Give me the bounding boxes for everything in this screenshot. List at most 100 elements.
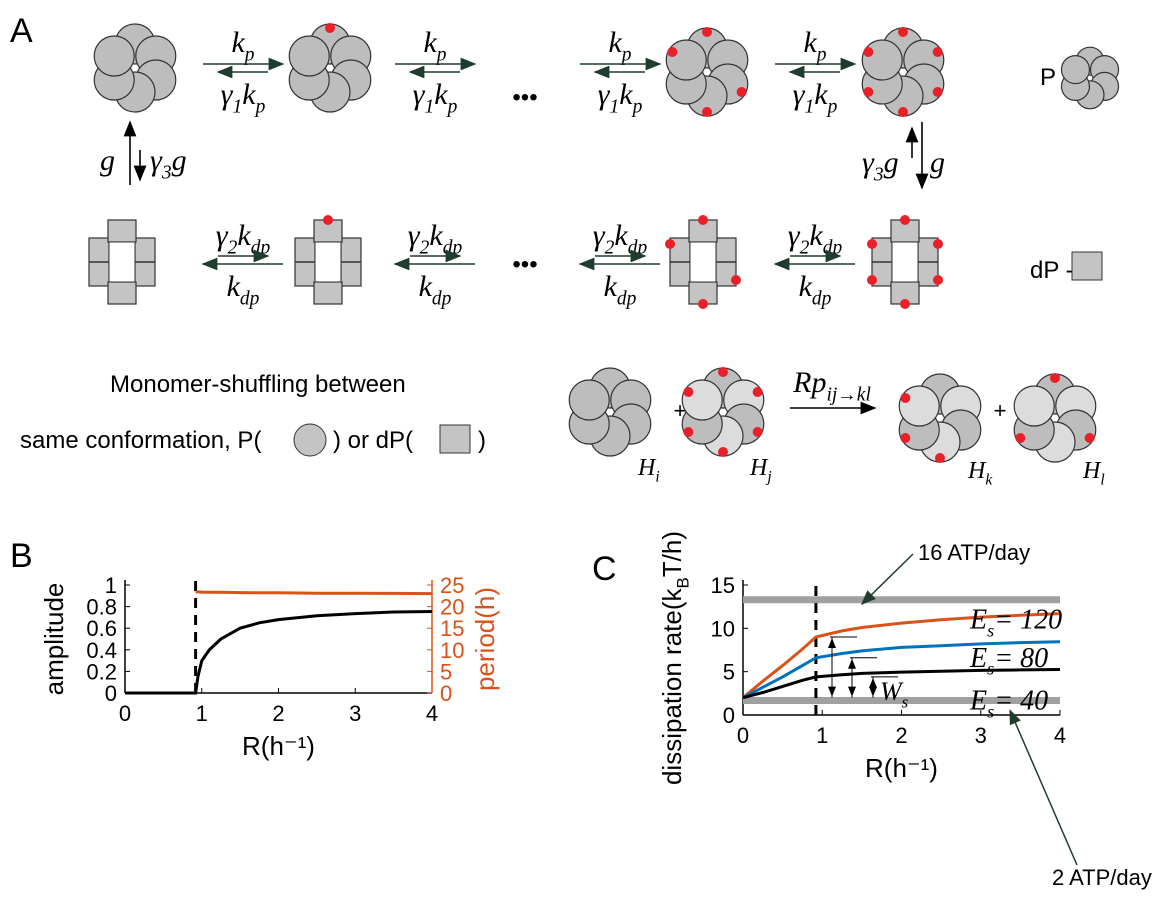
phospho-site [683, 427, 693, 437]
shuffle-text: ) or dP( [333, 427, 413, 454]
phospho-site [933, 87, 943, 97]
label-part: g [884, 146, 899, 179]
phospho-site [863, 87, 873, 97]
panel-label: C [592, 550, 617, 588]
plus: + [994, 398, 1007, 423]
math-label: γ2kdp [788, 219, 843, 258]
label-part: 1 [425, 96, 435, 117]
y2-tick-label: 20 [440, 595, 464, 620]
label-part: g [930, 146, 945, 179]
phospho-site [900, 393, 910, 403]
center [109, 242, 135, 282]
label-part: p [826, 96, 838, 117]
math-label: g [930, 146, 945, 179]
y2-axis-label: period(h) [470, 587, 500, 691]
x-tick-label: 0 [119, 701, 131, 726]
panel-label: B [10, 537, 33, 575]
phospho-site [900, 215, 910, 225]
label-part: p [243, 44, 255, 65]
shuffle-text: ) [478, 427, 486, 454]
label-part: 1 [610, 96, 620, 117]
phospho-site [702, 27, 712, 37]
label-part: k [799, 270, 813, 303]
phospho-site [867, 275, 877, 285]
x-tick-label: 3 [975, 723, 987, 748]
label-part: p [620, 44, 632, 65]
y-tick-label: 10 [711, 616, 735, 641]
work-label: Ws [880, 677, 909, 711]
phospho-site [900, 433, 910, 443]
label-part: p [631, 96, 643, 117]
label-part: s [987, 659, 994, 679]
math-label: γ3g [862, 146, 899, 185]
phospho-site [698, 215, 708, 225]
callout [1010, 711, 1077, 865]
phospho-site [665, 239, 675, 249]
hexamer [289, 23, 371, 112]
legend-circle [294, 424, 326, 456]
label-part: g [100, 144, 115, 177]
dp-hexamer [665, 215, 741, 309]
label-part: k [608, 26, 622, 59]
x-tick-label: 4 [426, 701, 438, 726]
monomer [94, 36, 134, 76]
phospho-site [898, 107, 908, 117]
hexamer [1061, 47, 1118, 109]
x-axis-label: R(h⁻¹) [865, 753, 938, 783]
hexamer [682, 367, 764, 457]
label-part: B [673, 577, 692, 588]
math-label: kp [803, 26, 826, 65]
label-part: k [231, 26, 245, 59]
math-label: γ1kp [793, 78, 838, 117]
math-label: kp [231, 26, 254, 65]
phospho-site [898, 27, 908, 37]
math-label: kdp [227, 270, 260, 309]
y-tick-label: 0.6 [86, 616, 117, 641]
phospho-site [325, 23, 335, 33]
math-label: kdp [604, 270, 637, 309]
label-part: = 40 [994, 686, 1048, 717]
label-part: p [435, 44, 447, 65]
label-part: k [434, 78, 448, 111]
monomer [862, 40, 902, 80]
label-part: 1 [805, 96, 815, 117]
phospho-site [867, 239, 877, 249]
label-part: H [1082, 458, 1102, 484]
center [892, 242, 918, 282]
label-part: p [815, 44, 827, 65]
hexamer [666, 27, 748, 117]
phospho-site [933, 47, 943, 57]
hexamer [1014, 373, 1096, 462]
label-part: W [880, 677, 904, 706]
x-axis-label: R(h⁻¹) [242, 731, 315, 761]
legend-square [440, 425, 470, 453]
x-tick-label: 1 [196, 701, 208, 726]
label-part: dp [617, 288, 637, 309]
hexamer [862, 27, 944, 117]
phospho-site [1085, 433, 1095, 443]
x-tick-label: 4 [1054, 723, 1066, 748]
phospho-site [702, 107, 712, 117]
y2-tick-label: 5 [440, 659, 452, 684]
math-label: γ1kp [413, 78, 458, 117]
dp-hexamer [867, 215, 943, 309]
label-part: g [172, 144, 187, 177]
label-part: p [254, 96, 266, 117]
monomer [666, 40, 706, 80]
shuffle-text: Monomer-shuffling between [110, 371, 406, 398]
hexamer-label: Hl [1082, 458, 1105, 489]
label-part: k [814, 78, 828, 111]
label-part: l [1100, 472, 1104, 489]
monomer [1014, 386, 1054, 426]
phospho-site [863, 47, 873, 57]
phospho-site [1015, 433, 1025, 443]
legend-square [1072, 252, 1102, 280]
y-axis-label: amplitude [39, 583, 69, 696]
label-part: k [227, 270, 241, 303]
math-label: γ3g [150, 144, 187, 183]
dp-hexamer [89, 220, 155, 304]
label-part: i [655, 469, 659, 486]
phospho-site [683, 387, 693, 397]
hexamer [569, 368, 651, 456]
phospho-site [718, 447, 728, 457]
